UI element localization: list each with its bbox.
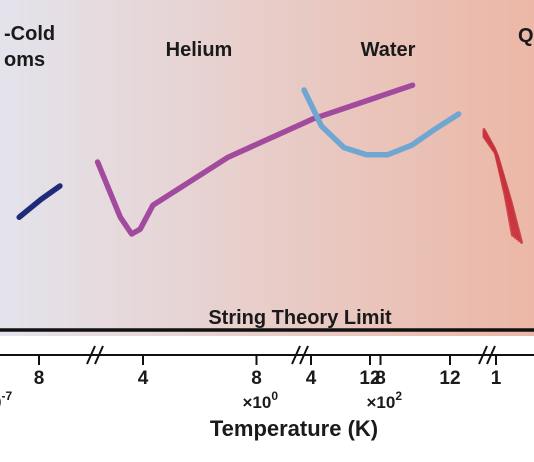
series-label: Q: [518, 25, 534, 47]
axis-break-mark: [478, 345, 488, 365]
series-label: Helium: [166, 39, 233, 61]
x-tick-label: 8: [34, 368, 45, 389]
x-multiplier: ×100: [243, 389, 279, 412]
curve-quark-gluon: [482, 135, 523, 244]
x-tick-label: 8: [375, 368, 386, 389]
x-tick-label: 12: [359, 368, 380, 389]
x-tick-label: 4: [138, 368, 149, 389]
curve-1: [94, 82, 416, 237]
curve-2: [301, 87, 462, 158]
x-multiplier: ×102: [367, 389, 403, 412]
x-multiplier: 0-7: [0, 389, 12, 412]
axis-break-mark: [291, 345, 301, 365]
series-label-line2: oms: [4, 49, 45, 71]
series-label: Water: [361, 39, 416, 61]
x-tick-label: 12: [439, 368, 460, 389]
axis-break-mark: [486, 345, 496, 365]
x-tick-label: 1: [491, 368, 502, 389]
axis-break-mark: [94, 345, 104, 365]
series-label: -Cold: [4, 23, 55, 45]
string-theory-limit-label: String Theory Limit: [208, 307, 392, 329]
x-tick-label: 4: [306, 368, 317, 389]
axis-break-mark: [299, 345, 309, 365]
x-axis-title: Temperature (K): [210, 416, 378, 441]
curve-0: [16, 183, 63, 220]
axis-break-mark: [86, 345, 96, 365]
x-tick-label: 8: [251, 368, 262, 389]
plot-background: [0, 0, 534, 336]
